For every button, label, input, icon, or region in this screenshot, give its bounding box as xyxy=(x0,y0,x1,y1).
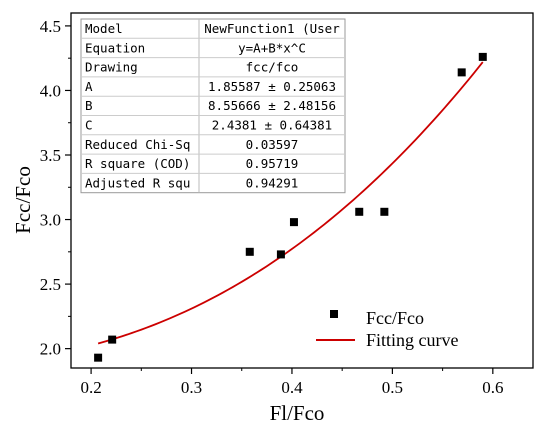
plot-border xyxy=(70,12,534,369)
y-tick-label: 3.5 xyxy=(40,146,61,165)
fit-table-label: Drawing xyxy=(85,60,138,75)
fit-table-label: R square (COD) xyxy=(85,156,190,171)
data-point xyxy=(478,52,487,61)
fitting-curve-line xyxy=(97,61,484,345)
fit-table-value: 0.95719 xyxy=(246,156,299,171)
fit-table-label: Adjusted R squ xyxy=(85,175,190,190)
fit-table-label: Model xyxy=(85,21,123,36)
data-point xyxy=(276,250,285,259)
x-tick-label: 0.5 xyxy=(382,378,403,397)
data-point xyxy=(94,353,103,362)
fit-parameters-table: Model NewFunction1 (User Equation y=A+B*x^C… xyxy=(80,18,346,194)
legend-marker-points xyxy=(330,310,338,318)
data-point xyxy=(289,218,298,227)
fit-table-value: y=A+B*x^C xyxy=(238,40,306,55)
fit-table-label: Reduced Chi-Sq xyxy=(85,137,190,152)
x-axis: 0.2 0.3 0.4 0.5 0.6 xyxy=(80,368,503,397)
data-point xyxy=(108,335,117,344)
fit-table-value: 0.94291 xyxy=(246,175,299,190)
fit-table-border xyxy=(80,18,346,194)
y-axis: 2.0 2.5 3.0 3.5 4.0 4.5 xyxy=(40,17,71,359)
x-tick-label: 0.6 xyxy=(482,378,503,397)
fit-table-value: fcc/fco xyxy=(246,60,299,75)
x-tick-label: 0.2 xyxy=(80,378,101,397)
fit-table-value: 8.55666 ± 2.48156 xyxy=(208,98,336,113)
legend-label-curve: Fitting curve xyxy=(366,330,459,350)
data-point xyxy=(355,207,364,216)
fitting-curve-layer xyxy=(97,61,484,345)
fit-table-value: 0.03597 xyxy=(246,137,299,152)
y-axis-label: Fcc/Fco xyxy=(11,166,35,234)
fit-table-label: Equation xyxy=(85,40,145,55)
fit-table-label: B xyxy=(85,98,93,113)
fit-table-value: 1.85587 ± 0.25063 xyxy=(208,79,336,94)
y-tick-label: 3.0 xyxy=(40,211,61,230)
legend-label-points: Fcc/Fco xyxy=(366,308,424,328)
data-point xyxy=(380,207,389,216)
y-tick-label: 2.0 xyxy=(40,340,61,359)
x-tick-label: 0.4 xyxy=(281,378,303,397)
y-tick-label: 4.5 xyxy=(40,17,61,36)
data-point xyxy=(245,247,254,256)
x-axis-label: Fl/Fco xyxy=(270,401,325,425)
fit-table-value: NewFunction1 (User xyxy=(204,21,340,36)
data-point xyxy=(457,68,466,77)
data-points-layer xyxy=(94,52,487,362)
y-tick-label: 2.5 xyxy=(40,275,61,294)
fit-table-label: A xyxy=(85,79,93,94)
plot-frame xyxy=(70,12,534,369)
fit-table-value: 2.4381 ± 0.64381 xyxy=(212,118,332,133)
y-tick-label: 4.0 xyxy=(40,81,61,100)
x-tick-label: 0.3 xyxy=(181,378,202,397)
fit-table-label: C xyxy=(85,118,93,133)
